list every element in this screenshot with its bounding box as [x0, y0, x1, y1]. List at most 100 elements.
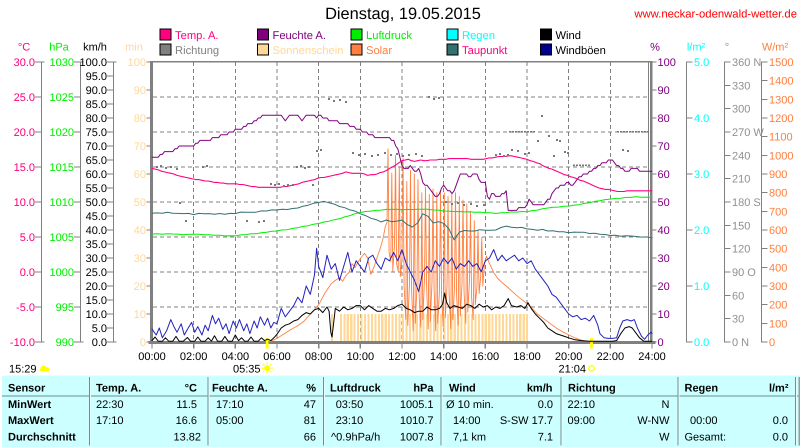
svg-text:03:50: 03:50: [336, 399, 364, 411]
svg-text:1005.1: 1005.1: [400, 399, 434, 411]
svg-text:60: 60: [134, 169, 146, 181]
svg-text:85.0: 85.0: [86, 99, 107, 111]
svg-text:km/h: km/h: [83, 42, 107, 54]
svg-text:0 N: 0 N: [732, 337, 749, 349]
svg-text:15.0: 15.0: [14, 162, 35, 174]
svg-text:Temp. A.: Temp. A.: [96, 383, 141, 395]
svg-text:400: 400: [769, 262, 787, 274]
svg-text:Durchschnitt: Durchschnitt: [8, 432, 76, 444]
svg-text:35.0: 35.0: [86, 239, 107, 251]
svg-text:Solar: Solar: [366, 45, 392, 57]
svg-text:2.0: 2.0: [694, 225, 709, 237]
svg-text:25.0: 25.0: [86, 267, 107, 279]
svg-text:Feuchte A.: Feuchte A.: [212, 383, 268, 395]
svg-text:60.0: 60.0: [86, 169, 107, 181]
svg-text:30: 30: [658, 253, 670, 265]
svg-text:Temp. A.: Temp. A.: [175, 30, 219, 42]
svg-text:47: 47: [304, 399, 316, 411]
svg-text:W: W: [659, 432, 670, 444]
svg-text:1200: 1200: [769, 113, 793, 125]
svg-text:5.0: 5.0: [20, 232, 35, 244]
svg-text:1010.7: 1010.7: [400, 415, 434, 427]
svg-text:0.0: 0.0: [538, 399, 553, 411]
svg-text:180 S: 180 S: [732, 197, 761, 209]
svg-text:3.0: 3.0: [694, 169, 709, 181]
svg-text:90 O: 90 O: [732, 267, 756, 279]
svg-text:06:00: 06:00: [263, 351, 291, 363]
svg-text:25.0: 25.0: [14, 92, 35, 104]
svg-text:90.0: 90.0: [86, 85, 107, 97]
svg-text:05:00: 05:00: [216, 415, 244, 427]
svg-text:18:00: 18:00: [513, 351, 541, 363]
svg-text:1007.8: 1007.8: [400, 432, 434, 444]
svg-text:17:10: 17:10: [96, 415, 124, 427]
svg-text:90: 90: [134, 85, 146, 97]
svg-text:1020: 1020: [50, 127, 74, 139]
svg-text:km/h: km/h: [527, 383, 553, 395]
svg-text:30.0: 30.0: [86, 253, 107, 265]
svg-text:21:04: 21:04: [558, 363, 586, 375]
svg-text:1.0: 1.0: [694, 281, 709, 293]
svg-text:°: °: [725, 42, 729, 54]
svg-text:270 W: 270 W: [732, 127, 764, 139]
svg-text:80: 80: [658, 113, 670, 125]
svg-text:20.0: 20.0: [14, 127, 35, 139]
svg-text:°C: °C: [18, 42, 30, 54]
svg-text:17:10: 17:10: [216, 399, 244, 411]
svg-text:4.0: 4.0: [694, 113, 709, 125]
svg-text:l/m²: l/m²: [687, 42, 706, 54]
svg-text:22:00: 22:00: [597, 351, 625, 363]
svg-text:-5.0: -5.0: [16, 302, 35, 314]
svg-text:20:00: 20:00: [555, 351, 583, 363]
svg-text:11.5: 11.5: [176, 399, 197, 411]
svg-text:330: 330: [732, 80, 750, 92]
svg-text:08:00: 08:00: [305, 351, 333, 363]
svg-text:20.0: 20.0: [86, 281, 107, 293]
svg-text:0: 0: [140, 337, 146, 349]
svg-text:°C: °C: [185, 383, 197, 395]
svg-text:120: 120: [732, 244, 750, 256]
svg-text:50.0: 50.0: [86, 197, 107, 209]
svg-text:50: 50: [134, 197, 146, 209]
svg-text:7,1 km: 7,1 km: [453, 432, 486, 444]
svg-text:W/m²: W/m²: [762, 42, 789, 54]
svg-text:0.0: 0.0: [773, 415, 788, 427]
svg-text:Windböen: Windböen: [556, 45, 606, 57]
svg-text:900: 900: [769, 169, 787, 181]
svg-text:22:30: 22:30: [96, 399, 124, 411]
svg-text:210: 210: [732, 174, 750, 186]
svg-text:240: 240: [732, 150, 750, 162]
svg-text:Sonnenschein: Sonnenschein: [273, 45, 344, 57]
svg-text:100: 100: [658, 57, 676, 69]
svg-text:0: 0: [769, 337, 775, 349]
svg-text:Gesamt:: Gesamt:: [685, 432, 727, 444]
svg-text:0.0: 0.0: [773, 432, 788, 444]
svg-text:10: 10: [134, 309, 146, 321]
svg-text:Richtung: Richtung: [568, 383, 616, 395]
svg-text:5.0: 5.0: [694, 57, 709, 69]
svg-text:50: 50: [658, 197, 670, 209]
svg-text:l/m²: l/m²: [769, 383, 789, 395]
svg-text:30: 30: [134, 253, 146, 265]
svg-text:200: 200: [769, 300, 787, 312]
svg-text:Taupunkt: Taupunkt: [462, 45, 508, 57]
svg-text:15.0: 15.0: [86, 295, 107, 307]
svg-text:995: 995: [56, 302, 74, 314]
svg-text:Sensor: Sensor: [8, 383, 46, 395]
svg-text:1400: 1400: [769, 76, 793, 88]
svg-text:40.0: 40.0: [86, 225, 107, 237]
svg-text:66: 66: [304, 432, 316, 444]
svg-text:10.0: 10.0: [14, 197, 35, 209]
svg-text:40: 40: [658, 225, 670, 237]
svg-text:Richtung: Richtung: [175, 45, 219, 57]
svg-text:60: 60: [732, 290, 744, 302]
svg-text:Ø 10 min.: Ø 10 min.: [446, 399, 494, 411]
svg-text:300: 300: [732, 104, 750, 116]
svg-text:100: 100: [769, 318, 787, 330]
svg-text:Luftdruck: Luftdruck: [330, 383, 382, 395]
svg-text:14:00: 14:00: [430, 351, 458, 363]
svg-text:MinWert: MinWert: [8, 399, 52, 411]
svg-text:Dienstag, 19.05.2015: Dienstag, 19.05.2015: [325, 5, 481, 23]
svg-text:Regen: Regen: [685, 383, 719, 395]
svg-text:1000: 1000: [50, 267, 74, 279]
